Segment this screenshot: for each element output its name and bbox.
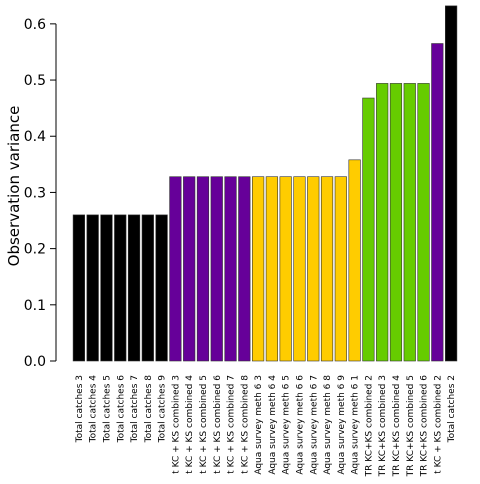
x-tick-label-8: t KC + KS combined 3 <box>171 375 181 474</box>
bar-14 <box>252 176 265 362</box>
x-tick-label-10: t KC + KS combined 5 <box>199 375 209 474</box>
bar-18 <box>307 176 320 362</box>
bar-11 <box>210 176 223 362</box>
bar-27 <box>431 43 444 362</box>
y-axis-label: Observation variance <box>5 106 23 267</box>
x-tick-label-21: Aqua survey meth 6 1 <box>351 375 361 475</box>
x-tick-label-3: Total catches 5 <box>102 375 112 443</box>
x-tick-label-14: Aqua survey meth 6 3 <box>254 375 264 475</box>
x-tick-label-6: Total catches 8 <box>144 375 154 444</box>
x-tick-label-13: t KC + KS combined 8 <box>240 375 250 474</box>
bar-21 <box>348 159 361 362</box>
x-tick-label-12: t KC + KS combined 7 <box>227 375 237 474</box>
bar-7 <box>155 214 168 362</box>
x-tick-label-17: Aqua survey meth 6 6 <box>295 375 305 475</box>
x-tick-label-2: Total catches 4 <box>89 375 99 444</box>
bar-24 <box>389 83 403 362</box>
x-tick-label-5: Total catches 7 <box>130 375 140 443</box>
bar-3 <box>100 214 113 362</box>
bar-20 <box>334 176 347 362</box>
y-tick-label-5: 0.4 <box>24 129 46 145</box>
bar-23 <box>376 83 389 362</box>
bar-8 <box>169 176 182 362</box>
x-tick-label-16: Aqua survey meth 6 5 <box>282 375 292 475</box>
x-tick-label-18: Aqua survey meth 6 7 <box>309 375 319 475</box>
bar-22 <box>362 97 375 362</box>
x-tick-label-19: Aqua survey meth 6 8 <box>323 375 333 475</box>
x-tick-label-11: t KC + KS combined 6 <box>213 375 223 474</box>
bar-10 <box>196 176 210 362</box>
bar-6 <box>141 214 154 362</box>
x-tick-label-9: t KC + KS combined 4 <box>185 375 195 474</box>
y-tick-label-3: 0.2 <box>24 242 46 258</box>
y-tick-label-4: 0.3 <box>24 185 46 201</box>
y-tick-label-7: 0.6 <box>24 17 46 33</box>
bar-1 <box>72 214 85 362</box>
bar-12 <box>224 176 237 362</box>
bar-26 <box>417 83 430 362</box>
x-tick-label-23: TR KC+KS combined 3 <box>378 375 388 477</box>
x-tick-label-7: Total catches 9 <box>158 375 168 444</box>
y-tick-label-6: 0.5 <box>24 73 46 89</box>
y-tick-label-1: 0.0 <box>24 354 46 370</box>
x-tick-label-15: Aqua survey meth 6 4 <box>268 375 278 475</box>
bar-16 <box>279 176 292 362</box>
x-tick-label-27: t KC + KS combined 2 <box>433 375 443 474</box>
bar-17 <box>293 176 306 362</box>
y-tick-label-2: 0.1 <box>24 298 46 314</box>
x-tick-label-4: Total catches 6 <box>116 375 126 444</box>
bar-13 <box>238 176 251 362</box>
bar-19 <box>320 176 334 362</box>
bar-5 <box>127 214 141 362</box>
bar-28 <box>445 5 458 362</box>
x-tick-label-25: TR KC+KS combined 5 <box>406 375 416 477</box>
bar-2 <box>86 214 99 362</box>
bar-4 <box>114 214 127 362</box>
x-tick-label-20: Aqua survey meth 6 9 <box>337 375 347 475</box>
x-tick-label-1: Total catches 3 <box>75 375 85 443</box>
x-tick-label-24: TR KC+KS combined 4 <box>392 375 402 478</box>
x-tick-label-26: TR KC+KS combined 6 <box>420 375 430 478</box>
x-tick-label-28: Total catches 2 <box>447 375 457 443</box>
bar-15 <box>265 176 278 362</box>
bar-25 <box>403 83 416 362</box>
x-tick-label-22: TR KC+KS combined 2 <box>364 375 374 477</box>
bar-9 <box>183 176 196 362</box>
